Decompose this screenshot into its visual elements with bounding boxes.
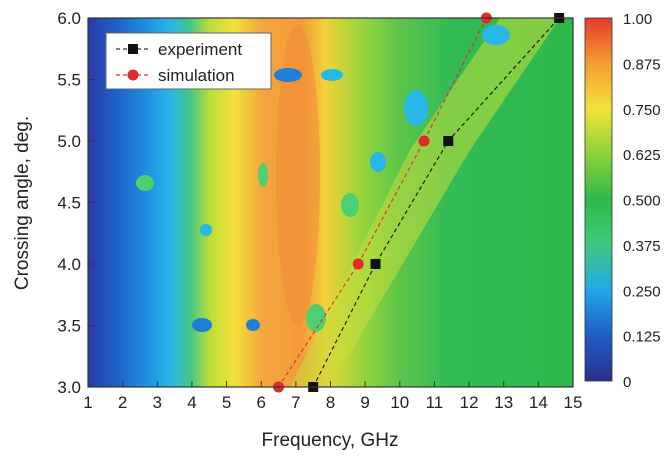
colorbar-tick-label: 0.375 [623, 238, 661, 255]
y-tick-label: 3.5 [57, 317, 81, 336]
x-tick-label: 2 [118, 393, 127, 412]
y-tick-label: 6.0 [57, 9, 81, 28]
feature-blob [321, 69, 343, 81]
feature-blob [246, 319, 260, 331]
x-tick-label: 10 [390, 393, 409, 412]
legend: experiment simulation [105, 32, 272, 90]
x-tick-label: 7 [291, 393, 300, 412]
feature-blob [200, 224, 212, 236]
feature-blob [341, 193, 359, 217]
experiment-point [443, 136, 454, 146]
legend-label-simulation: simulation [158, 66, 235, 85]
feature-blob [404, 90, 428, 126]
x-tick-label: 11 [426, 393, 444, 412]
hot-ridge [276, 25, 320, 325]
y-tick-label: 5.0 [57, 132, 81, 151]
heatmap-features [136, 18, 560, 387]
x-tick-label: 1 [83, 393, 92, 412]
feature-blob [482, 25, 510, 45]
colorbar [584, 17, 613, 382]
y-tick-label: 4.5 [57, 194, 81, 213]
legend-label-experiment: experiment [158, 40, 242, 59]
colorbar-tick-label: 0.125 [623, 329, 661, 346]
feature-blob [370, 152, 386, 172]
x-tick-label: 3 [153, 393, 162, 412]
diagonal-band [290, 18, 560, 387]
x-tick-label: 6 [256, 393, 265, 412]
y-tick-label: 3.0 [57, 378, 81, 397]
y-axis-label: Crossing angle, deg. [12, 116, 33, 290]
colorbar-tick-label: 0.750 [623, 102, 661, 119]
x-tick-label: 13 [494, 393, 513, 412]
y-tick-label: 4.0 [57, 255, 81, 274]
colorbar-tick-label: 0 [623, 374, 631, 391]
y-axis-ticks: 3.0 3.5 4.0 4.5 5.0 5.5 6.0 [57, 9, 94, 397]
x-axis-label: Frequency, GHz [262, 430, 399, 451]
x-tick-label: 9 [360, 393, 369, 412]
colorbar-tick-label: 0.250 [623, 283, 661, 300]
feature-blob [274, 68, 302, 82]
colorbar-ticks: 1.00 0.875 0.750 0.625 0.500 0.375 0.250 0.125 0 [623, 11, 661, 391]
experiment-point [370, 259, 381, 269]
x-tick-label: 5 [222, 393, 231, 412]
colorbar-tick-label: 0.875 [623, 56, 661, 73]
simulation-point [418, 135, 430, 147]
colorbar-tick-label: 0.625 [623, 147, 661, 164]
x-tick-label: 15 [564, 393, 583, 412]
feature-blob [136, 175, 154, 191]
legend-marker-square [128, 44, 138, 54]
feature-blob [192, 318, 212, 332]
legend-marker-circle [127, 69, 139, 81]
simulation-line [278, 17, 487, 388]
y-tick-label: 5.5 [57, 71, 81, 90]
colorbar-tick-label: 1.00 [623, 11, 652, 28]
colorbar-tick-label: 0.500 [623, 193, 661, 210]
x-axis-ticks: 1 2 3 4 5 6 7 8 9 10 11 12 13 14 15 [83, 381, 582, 412]
feature-blob [258, 163, 268, 187]
feature-blob [306, 304, 326, 332]
x-tick-label: 12 [460, 393, 479, 412]
x-tick-label: 14 [529, 393, 548, 412]
x-tick-label: 8 [326, 393, 335, 412]
simulation-point [352, 258, 364, 270]
x-tick-label: 4 [187, 393, 196, 412]
